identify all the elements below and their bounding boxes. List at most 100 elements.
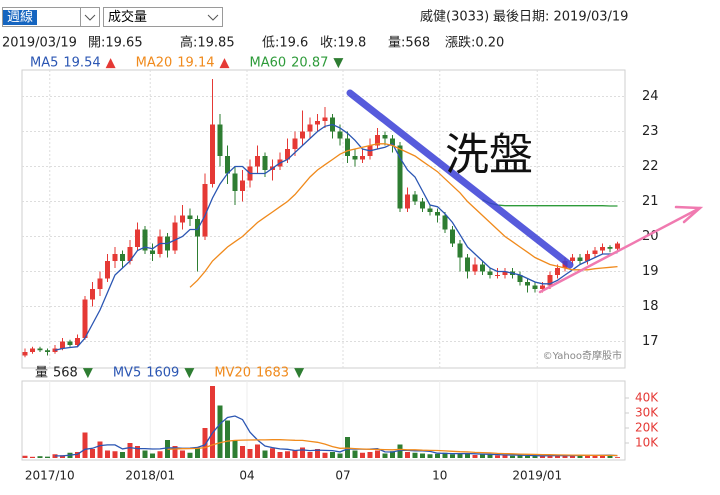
volume-bar (90, 449, 95, 458)
candle-body (517, 275, 523, 282)
indicator-select[interactable]: 成交量 (103, 7, 223, 27)
legend-name: MA5 (30, 56, 58, 71)
volume-bar (157, 451, 163, 458)
volume-bar (180, 450, 185, 458)
volume-bar (105, 450, 110, 458)
candle-body (487, 271, 493, 275)
candle-body (187, 215, 193, 219)
volume-bar (217, 405, 223, 458)
volume-bar (450, 454, 455, 458)
dropdown-arrow (204, 8, 222, 26)
legend-trend: ▲ (106, 56, 116, 71)
y-tick-label: 18 (642, 299, 659, 314)
candle-body (382, 135, 388, 139)
x-tick-label: 04 (239, 469, 254, 483)
y-tick-label: 22 (642, 159, 659, 174)
candle-body (345, 138, 350, 156)
volume-bar (45, 456, 50, 458)
volume-bar (502, 455, 508, 458)
volume-bar (247, 449, 253, 458)
volume-bar (412, 452, 418, 458)
volume-bar (187, 452, 193, 458)
ma-line (189, 143, 618, 288)
volume-bar (60, 455, 65, 458)
legend-value: 568 (53, 366, 78, 381)
volume-bar (322, 452, 328, 458)
candle-body (255, 156, 260, 167)
legend-value: 19.54 (63, 56, 100, 71)
candle-body (142, 229, 148, 251)
volume-bar (262, 450, 268, 458)
candle-body (337, 131, 343, 139)
candle-body (67, 341, 73, 345)
y-tick-label: 10K (635, 436, 659, 450)
y-tick-label: 30K (635, 406, 659, 420)
candle-body (412, 194, 418, 202)
candle-body (225, 156, 230, 174)
candle-body (150, 250, 155, 254)
candle-body (232, 173, 238, 191)
x-tick-label: 07 (335, 469, 350, 483)
volume-bar (615, 457, 620, 458)
candle-body (157, 236, 163, 254)
x-tick-label: 2018/01 (125, 469, 175, 483)
volume-bar (472, 455, 478, 458)
candle-body (90, 289, 95, 300)
legend-name: 量 (35, 366, 48, 381)
volume-frame (21, 380, 626, 461)
volume-bar (390, 451, 395, 458)
y-tick-label: 17 (642, 334, 659, 349)
volume-bar (307, 452, 313, 458)
period: 週線 (3, 10, 38, 25)
volume-bar (97, 441, 103, 458)
candle-body (292, 138, 298, 149)
volume-bar (337, 453, 343, 458)
legend-trend: ▼ (294, 366, 304, 381)
candle-body (397, 145, 403, 209)
period-select[interactable]: 週線 (2, 7, 100, 27)
volume-bar (405, 452, 410, 458)
candle-body (525, 282, 530, 286)
candle-body (210, 124, 215, 184)
x-tick-label: 2017/10 (25, 469, 75, 483)
volume-bar (240, 446, 245, 458)
ma-line (482, 199, 618, 207)
volume-bar (195, 447, 200, 458)
volume-bar (255, 444, 260, 458)
candle-body (615, 243, 620, 249)
volume-bar (127, 443, 133, 458)
volume-bar (457, 453, 463, 458)
volume-bar (525, 455, 530, 458)
candle-body (435, 212, 440, 216)
volume-bar (397, 444, 403, 458)
candle-body (285, 149, 290, 160)
quote-item: 低:19.6 (262, 36, 308, 51)
candle-body (120, 254, 125, 261)
volume-bar (427, 454, 433, 458)
candle-body (405, 194, 410, 209)
legend-value: 1683 (256, 366, 289, 381)
ma-line (54, 123, 618, 351)
volume-bar (367, 452, 373, 458)
legend-value: 1609 (146, 366, 179, 381)
volume-bar (517, 455, 523, 458)
volume-bar (210, 386, 215, 458)
quote-item: 漲跌:0.20 (445, 35, 504, 51)
candle-body (97, 278, 103, 289)
legend-name: MA20 (136, 56, 173, 71)
y-tick-label: 40K (635, 391, 659, 405)
arrow-icon (84, 14, 96, 21)
volume-bar (510, 455, 515, 458)
volume-bar (82, 432, 88, 458)
candle-body (600, 247, 605, 251)
volume-bar (442, 452, 448, 458)
candle-body (502, 271, 508, 275)
volume-bar (142, 450, 148, 458)
volume-bar (135, 446, 140, 458)
candle-body (450, 229, 455, 244)
y-tick-label: 20K (635, 421, 659, 435)
stock-name: 威健(3033) (420, 10, 489, 25)
ma-line (55, 415, 618, 457)
